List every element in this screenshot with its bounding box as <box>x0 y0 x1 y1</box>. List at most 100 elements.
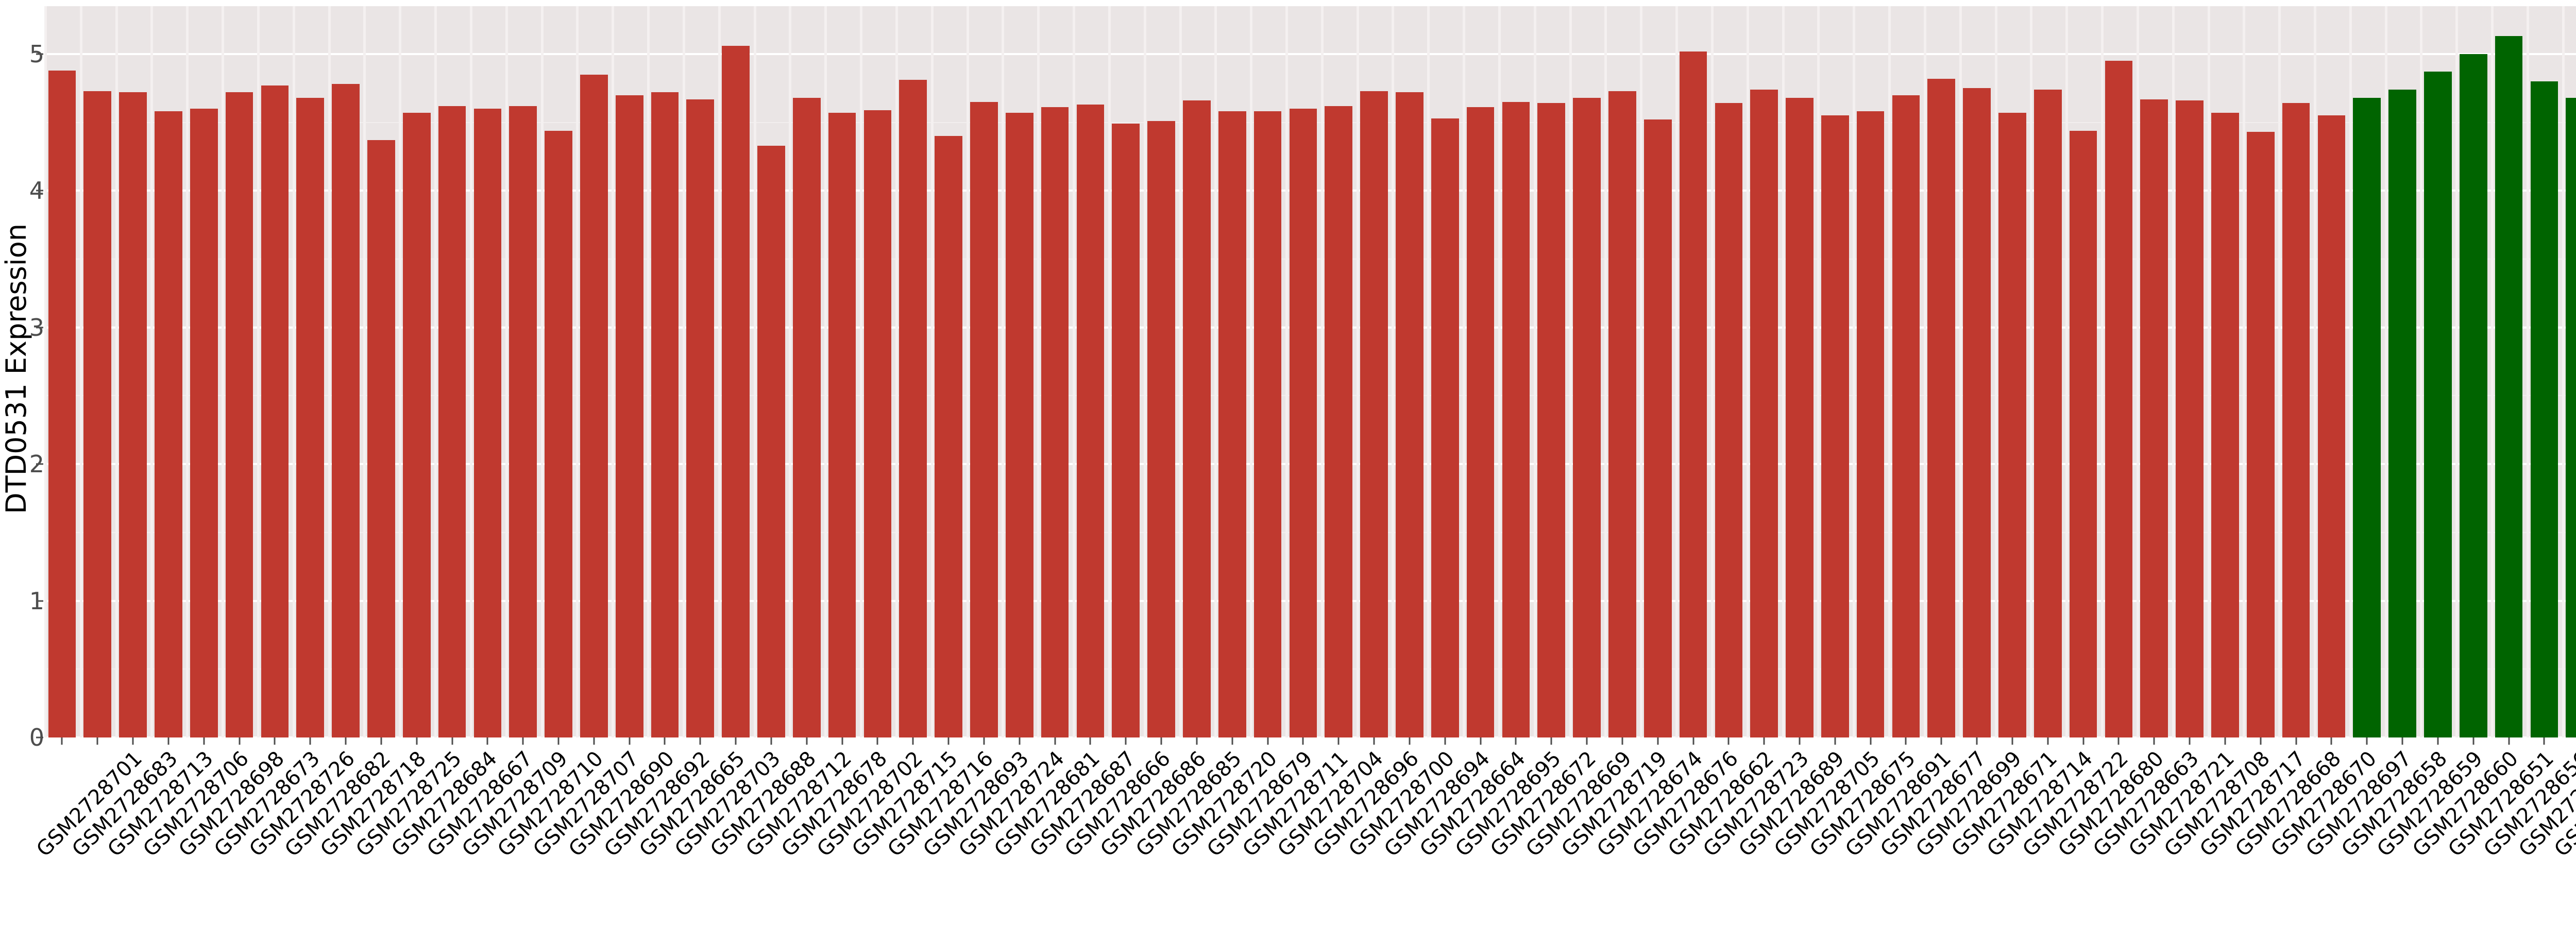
bar[interactable] <box>1963 88 1991 737</box>
bar-slot[interactable] <box>1214 6 1250 737</box>
bar[interactable] <box>2211 113 2239 737</box>
bar[interactable] <box>332 84 360 737</box>
bar[interactable] <box>190 109 218 737</box>
bar[interactable] <box>83 91 112 737</box>
bar[interactable] <box>1821 115 1849 737</box>
bar-slot[interactable] <box>1073 6 1108 737</box>
bar[interactable] <box>1076 105 1105 737</box>
bar-slot[interactable] <box>328 6 364 737</box>
bar-slot[interactable] <box>2207 6 2243 737</box>
bar[interactable] <box>2495 36 2523 737</box>
bar-slot[interactable] <box>2136 6 2172 737</box>
bar[interactable] <box>2459 54 2487 737</box>
bar-slot[interactable] <box>1463 6 1498 737</box>
bar[interactable] <box>367 140 395 737</box>
bar-slot[interactable] <box>2101 6 2137 737</box>
bar[interactable] <box>1041 107 1069 737</box>
bar-slot[interactable] <box>540 6 577 737</box>
bar-slot[interactable] <box>44 6 80 737</box>
bar-slot[interactable] <box>1746 6 1782 737</box>
bar[interactable] <box>1573 97 1601 737</box>
bar[interactable] <box>438 106 466 737</box>
bar[interactable] <box>1892 95 1920 737</box>
bar[interactable] <box>2424 72 2452 737</box>
bar[interactable] <box>296 97 325 737</box>
bar[interactable] <box>2317 115 2346 737</box>
bar[interactable] <box>1147 121 1175 737</box>
bar[interactable] <box>1608 91 1636 737</box>
bar[interactable] <box>580 74 608 737</box>
bar-slot[interactable] <box>2384 6 2420 737</box>
bar-slot[interactable] <box>1888 6 1924 737</box>
bar[interactable] <box>1856 111 1885 737</box>
bar-slot[interactable] <box>895 6 931 737</box>
bar-slot[interactable] <box>1640 6 1675 737</box>
bar-slot[interactable] <box>1108 6 1144 737</box>
bar[interactable] <box>48 70 76 737</box>
bar-slot[interactable] <box>2455 6 2491 737</box>
bar[interactable] <box>651 92 679 737</box>
bar-slot[interactable] <box>1782 6 1818 737</box>
bar-slot[interactable] <box>2491 6 2527 737</box>
bar-slot[interactable] <box>966 6 1002 737</box>
bar-slot[interactable] <box>434 6 470 737</box>
bar-slot[interactable] <box>150 6 186 737</box>
bar[interactable] <box>473 109 502 737</box>
bar[interactable] <box>155 111 182 737</box>
bar[interactable] <box>2353 97 2381 737</box>
bar[interactable] <box>2140 99 2168 737</box>
bar[interactable] <box>1253 111 1282 737</box>
bar[interactable] <box>1431 118 1459 737</box>
bar-slot[interactable] <box>718 6 754 737</box>
bar[interactable] <box>261 85 289 737</box>
bar[interactable] <box>1325 106 1353 737</box>
bar[interactable] <box>1643 119 1672 737</box>
bar-slot[interactable] <box>399 6 434 737</box>
bar-slot[interactable] <box>682 6 718 737</box>
bar-slot[interactable] <box>2172 6 2208 737</box>
bar-slot[interactable] <box>1533 6 1569 737</box>
bar[interactable] <box>828 113 856 737</box>
bar-slot[interactable] <box>2420 6 2455 737</box>
bar[interactable] <box>1360 91 1388 737</box>
bar-slot[interactable] <box>1356 6 1392 737</box>
bar-slot[interactable] <box>1498 6 1534 737</box>
bar[interactable] <box>2246 132 2275 737</box>
bar-slot[interactable] <box>576 6 612 737</box>
bar-slot[interactable] <box>292 6 328 737</box>
bar[interactable] <box>1005 113 1033 737</box>
bar-slot[interactable] <box>930 6 967 737</box>
bar[interactable] <box>1998 113 2026 737</box>
bar[interactable] <box>1502 101 1530 737</box>
bar[interactable] <box>1750 89 1778 737</box>
bar[interactable] <box>757 145 785 737</box>
bar[interactable] <box>1218 111 1246 737</box>
bar-slot[interactable] <box>2562 6 2576 737</box>
bar[interactable] <box>1537 103 1566 737</box>
bar[interactable] <box>899 80 927 737</box>
bar-slot[interactable] <box>1320 6 1357 737</box>
bar[interactable] <box>970 101 998 737</box>
bar-slot[interactable] <box>2030 6 2065 737</box>
bar-slot[interactable] <box>1710 6 1747 737</box>
bar-slot[interactable] <box>1392 6 1427 737</box>
bar[interactable] <box>1183 100 1211 737</box>
bar-slot[interactable] <box>2243 6 2278 737</box>
bar[interactable] <box>615 95 643 737</box>
bar-slot[interactable] <box>1569 6 1605 737</box>
bar-slot[interactable] <box>1179 6 1215 737</box>
bar[interactable] <box>2033 89 2062 737</box>
bar[interactable] <box>935 136 962 737</box>
bar[interactable] <box>1466 107 1495 737</box>
bar-slot[interactable] <box>1959 6 1995 737</box>
bar[interactable] <box>2566 97 2576 737</box>
bar[interactable] <box>402 113 431 737</box>
bar-slot[interactable] <box>186 6 222 737</box>
bar[interactable] <box>722 45 750 737</box>
bar-slot[interactable] <box>469 6 505 737</box>
bar[interactable] <box>1786 97 1814 737</box>
bar[interactable] <box>2069 130 2097 737</box>
bar-slot[interactable] <box>1853 6 1888 737</box>
bar-slot[interactable] <box>824 6 860 737</box>
bar[interactable] <box>1289 109 1317 737</box>
